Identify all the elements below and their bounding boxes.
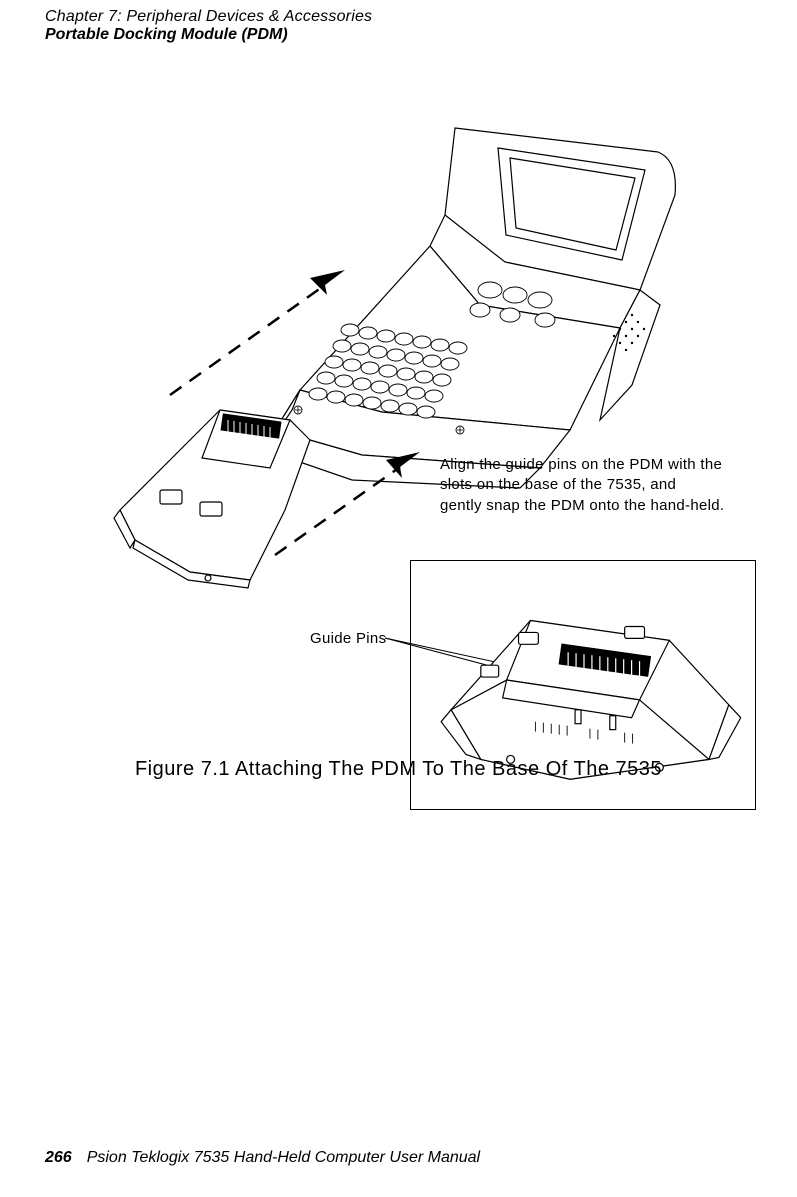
annotation-text: Align the guide pins on the PDM with the…: [440, 455, 740, 516]
annotation-line: gently snap the PDM onto the hand-held.: [440, 496, 740, 516]
page-header: Chapter 7: Peripheral Devices & Accessor…: [45, 8, 372, 44]
annotation-line: slots on the base of the 7535, and: [440, 475, 740, 495]
chapter-title: Chapter 7: Peripheral Devices & Accessor…: [45, 8, 372, 26]
page-footer: 266 Psion Teklogix 7535 Hand-Held Compute…: [45, 1149, 480, 1167]
figure-area: Align the guide pins on the PDM with the…: [0, 110, 797, 870]
main-illustration: [100, 110, 700, 590]
page-root: Chapter 7: Peripheral Devices & Accessor…: [0, 0, 797, 1197]
section-title: Portable Docking Module (PDM): [45, 26, 372, 44]
annotation-line: Align the guide pins on the PDM with the: [440, 455, 740, 475]
page-number: 266: [45, 1149, 72, 1166]
figure-caption: Figure 7.1 Attaching The PDM To The Base…: [0, 758, 797, 781]
footer-manual-title: Psion Teklogix 7535 Hand-Held Computer U…: [87, 1149, 480, 1166]
